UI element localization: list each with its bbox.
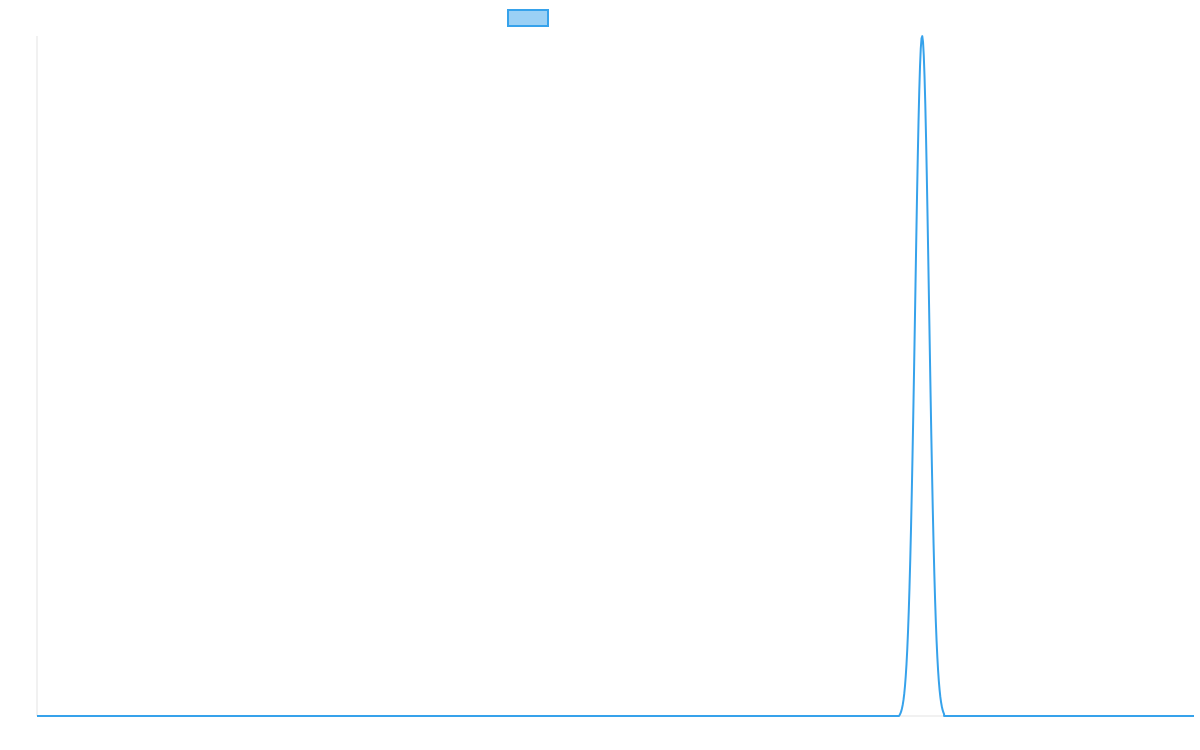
legend[interactable] [507, 9, 549, 27]
legend-swatch-0[interactable] [507, 9, 549, 27]
series-layer [37, 35, 1194, 717]
axes-layer [36, 36, 1194, 717]
series-line-0 [37, 35, 1194, 717]
